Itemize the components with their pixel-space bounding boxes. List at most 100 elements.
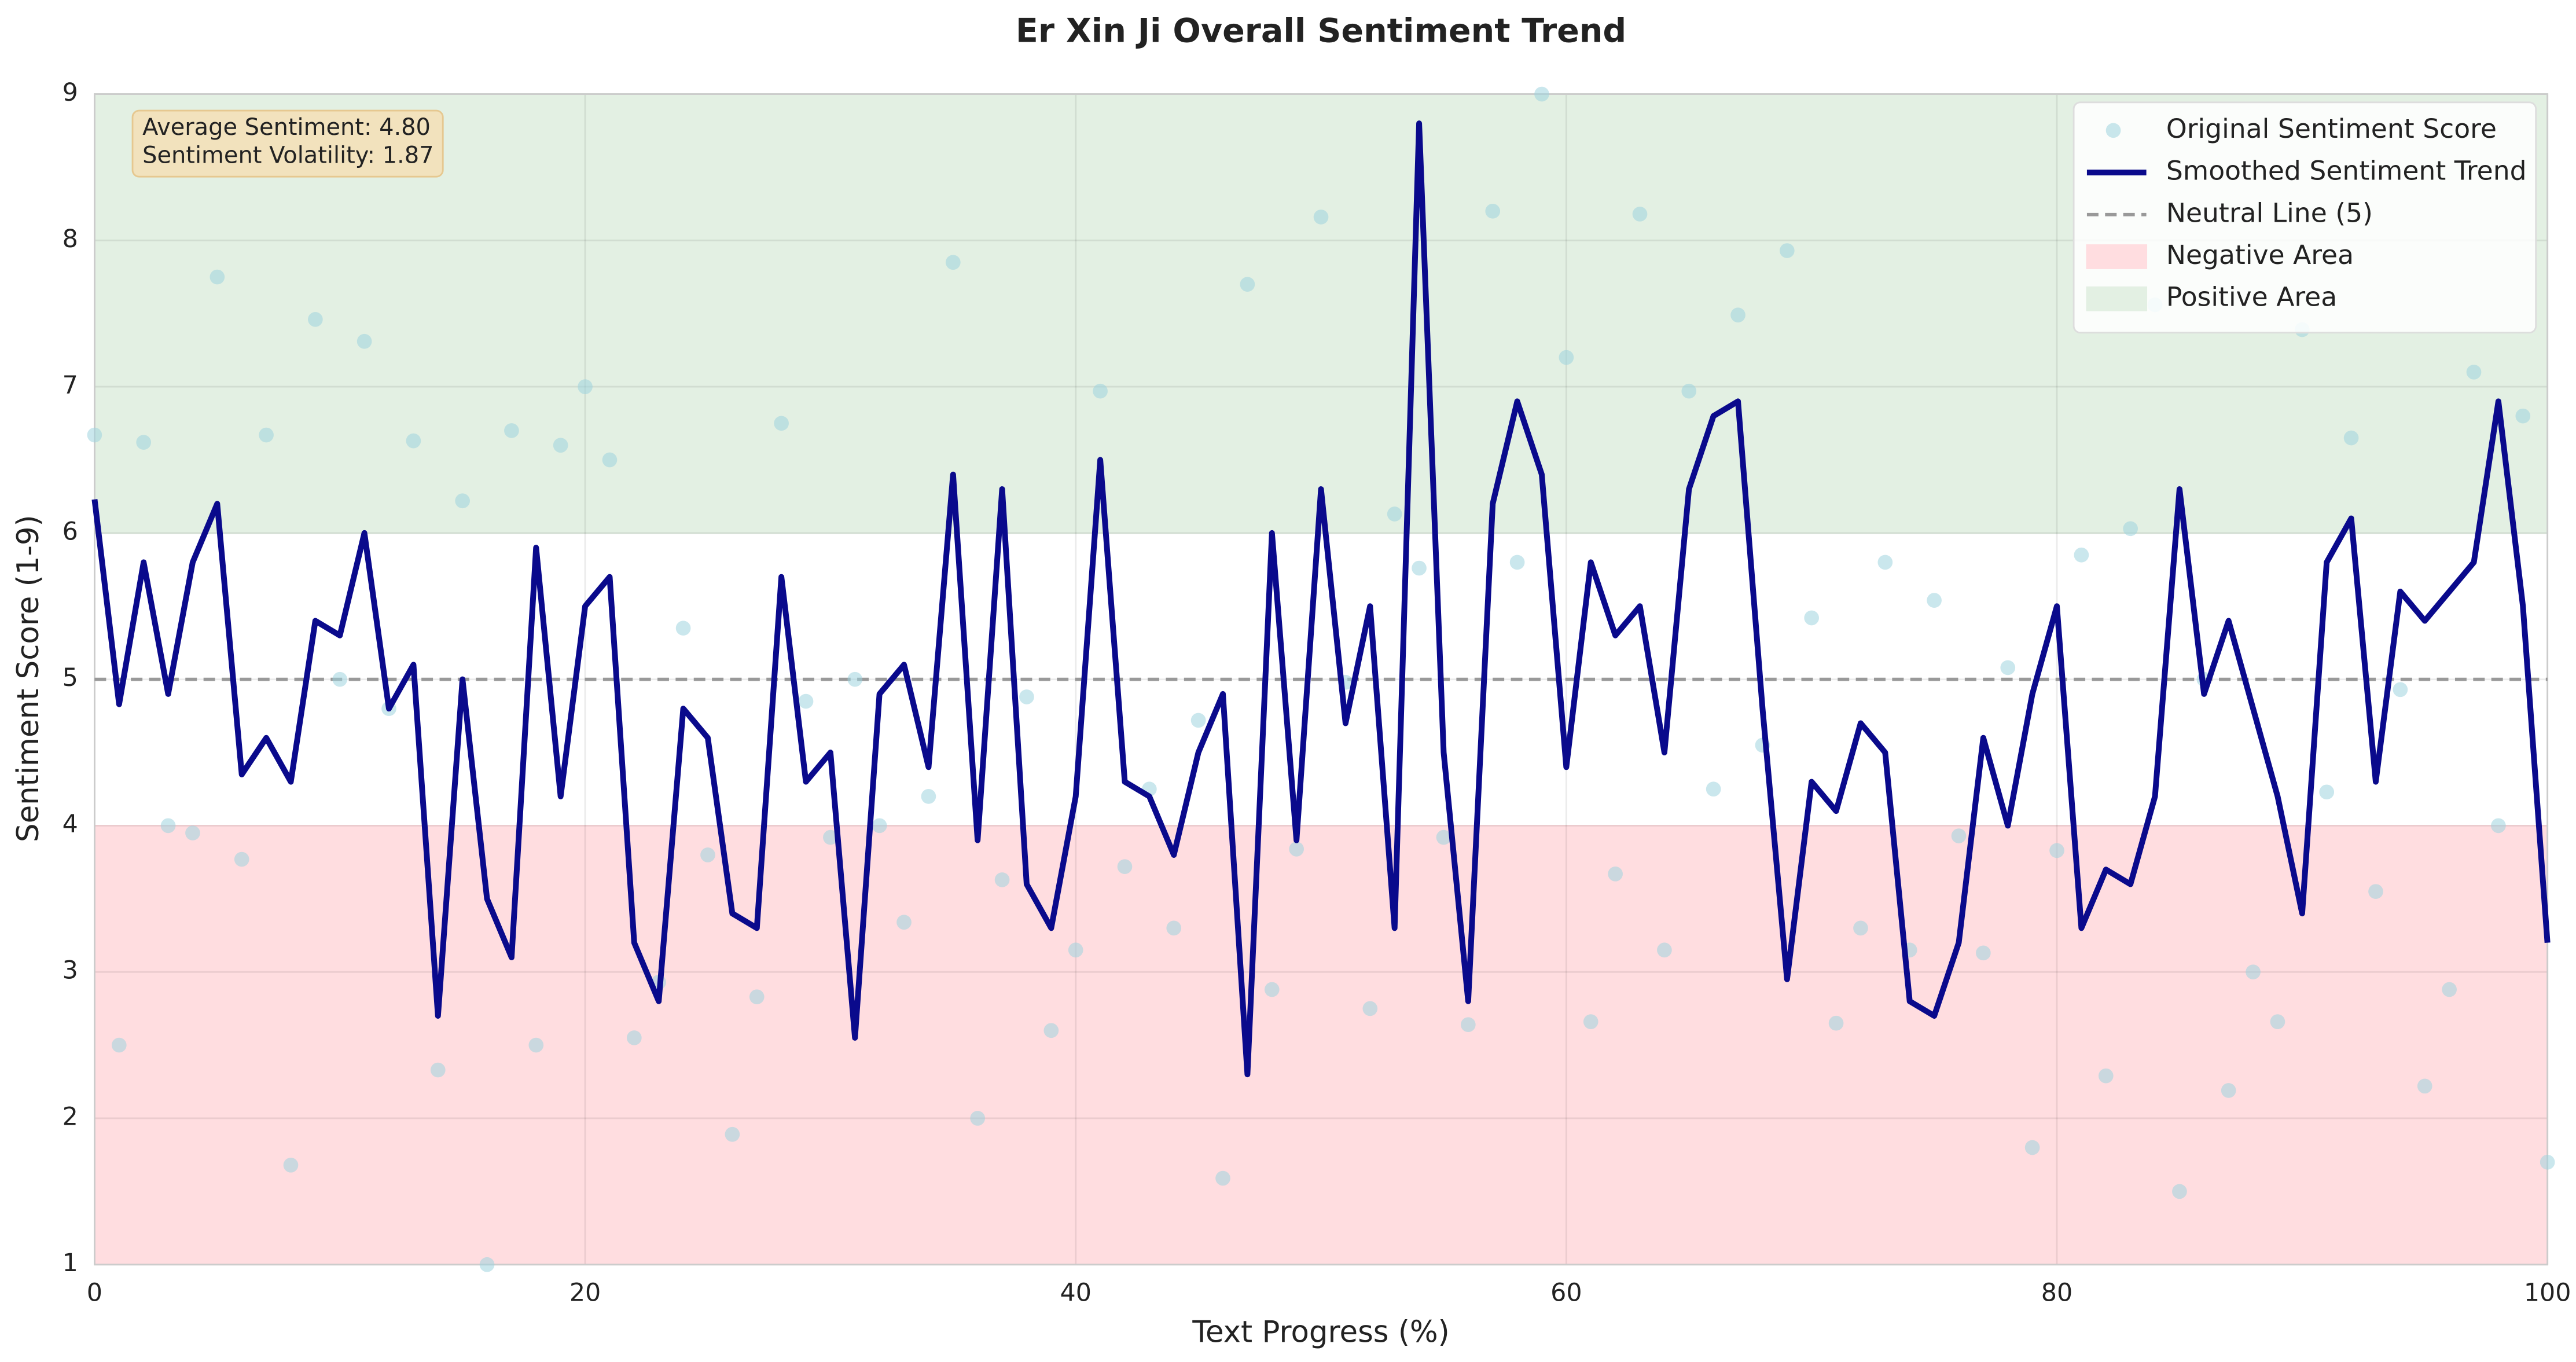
data-point [2221,1083,2236,1098]
y-tick-label: 1 [63,1249,78,1277]
data-point [308,312,323,327]
data-point [234,851,249,867]
data-point [259,427,274,443]
data-point [1657,942,1672,958]
y-tick-label: 2 [63,1102,78,1131]
data-point [823,829,838,845]
legend-box [2072,101,2537,334]
data-point [1117,859,1133,875]
data-point [1730,307,1745,323]
data-point [283,1158,299,1173]
data-point [2368,884,2383,899]
data-point [1264,982,1280,997]
data-point [725,1126,740,1142]
data-point [87,427,102,443]
data-point [2491,818,2506,834]
data-point [2270,1014,2285,1029]
data-point [1068,942,1083,958]
data-point [1779,243,1795,258]
data-point [504,423,519,438]
data-point [970,1111,986,1126]
data-point [2442,982,2457,997]
data-point [921,789,936,804]
data-point [2515,408,2531,424]
data-point [602,452,618,468]
data-point [2393,682,2408,697]
data-point [774,416,789,431]
data-point [455,493,470,509]
data-point [626,1030,642,1045]
data-point [2172,1184,2187,1199]
data-point [675,621,691,636]
data-point [1412,560,1427,576]
data-point [406,433,421,449]
data-point [160,818,176,834]
data-point [1853,920,1868,936]
data-point [479,1257,495,1272]
x-tick-label: 40 [1060,1279,1092,1308]
data-point [2417,1078,2432,1094]
data-point [994,872,1010,887]
x-tick-label: 0 [87,1279,102,1308]
data-point [2123,521,2138,537]
data-point [1436,829,1451,845]
data-point [1313,210,1329,225]
data-point [1951,828,1967,843]
data-point [1215,1170,1230,1186]
y-tick-label: 4 [63,810,78,839]
annotation: Sentiment Volatility: 1.87 [142,142,433,168]
data-point [1583,1014,1598,1029]
data-point [1877,555,1893,570]
data-point [1362,1001,1378,1016]
data-point [872,818,887,834]
data-point [2540,1154,2555,1170]
legend-label: Neutral Line (5) [2166,197,2373,228]
y-tick-label: 3 [63,956,78,985]
x-tick-label: 80 [2041,1279,2072,1308]
data-point [2049,843,2064,858]
data-point [430,1062,446,1078]
data-point [1559,350,1574,365]
data-point [700,847,715,862]
legend-swatch [2105,123,2121,138]
data-point [2000,660,2016,676]
annotation: Average Sentiment: 4.80 [142,114,431,141]
data-point [1927,593,1942,608]
data-point [111,1037,127,1053]
data-point [1706,781,1721,797]
legend-label: Smoothed Sentiment Trend [2166,156,2527,186]
data-point [136,435,152,450]
data-point [2074,547,2089,563]
data-point [1976,945,1991,961]
data-point [798,693,814,709]
data-point [185,825,200,840]
data-point [528,1037,544,1053]
data-point [1828,1015,1844,1031]
y-tick-label: 7 [63,371,78,400]
x-tick-label: 20 [569,1279,601,1308]
data-point [2343,430,2359,446]
legend-swatch [2086,286,2148,311]
x-axis-label: Text Progress (%) [1192,1315,1449,1350]
y-tick-label: 8 [63,225,78,254]
annotation-box [131,109,444,178]
data-point [2466,364,2482,380]
x-tick-label: 60 [1550,1279,1582,1308]
data-point [2024,1140,2040,1155]
data-point [1681,383,1697,399]
data-point [1509,555,1525,570]
data-point [1461,1017,1476,1033]
data-point [1608,866,1623,882]
chart-title: Er Xin Ji Overall Sentiment Trend [1016,12,1626,50]
y-tick-label: 5 [63,663,78,692]
data-point [1534,86,1549,102]
legend-label: Negative Area [2166,240,2354,270]
data-point [1485,203,1501,219]
data-point [749,989,765,1004]
y-axis-label: Sentiment Score (1-9) [11,515,46,842]
data-point [2246,964,2261,980]
data-point [1093,383,1108,399]
data-point [210,269,225,285]
data-point [578,379,593,394]
data-point [2319,784,2335,800]
